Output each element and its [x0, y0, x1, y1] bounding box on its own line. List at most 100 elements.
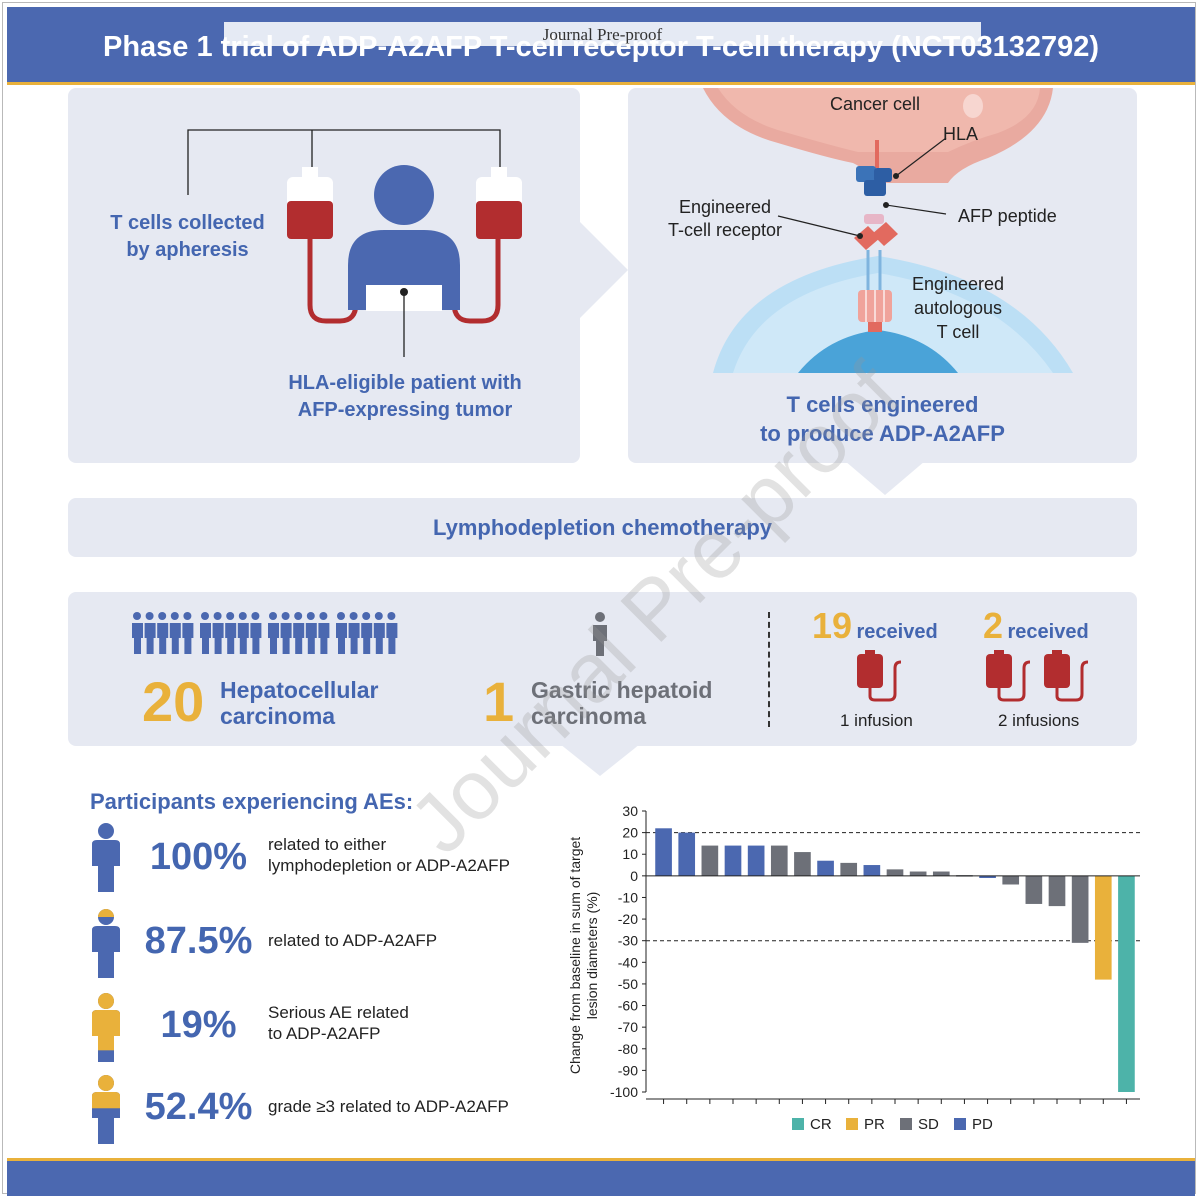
person-icon [237, 612, 249, 654]
two-infusion-label: 2 infusions [998, 711, 1080, 730]
chart-bar [886, 869, 904, 876]
chart-bar [1118, 875, 1135, 1092]
y-tick-label: -10 [618, 889, 638, 905]
y-tick-label: -60 [618, 998, 638, 1014]
person-icon [144, 612, 156, 654]
apheresis-illustration [187, 129, 522, 357]
journal-preproof-banner: Journal Pre-proof [224, 22, 981, 46]
tcr-label-line1: Engineered [678, 197, 772, 217]
ghc-label-line1: Gastric hepatoid [531, 677, 713, 703]
lymphodepletion-bar: Lymphodepletion chemotherapy [68, 498, 1137, 557]
person-fill-icon [92, 1075, 120, 1144]
ae-row: 19% Serious AE related to ADP-A2AFP [88, 992, 548, 1066]
person-icon [182, 612, 194, 654]
chart-bar [909, 871, 927, 876]
y-tick-label: 30 [622, 803, 638, 819]
y-tick-label: 0 [630, 868, 638, 884]
tcr-label: Engineered T-cell receptor [645, 196, 805, 242]
ae-percent: 100% [149, 836, 248, 878]
engineering-caption-line1: T cells engineered [786, 392, 979, 417]
ae-percent: 52.4% [144, 1086, 253, 1128]
patient-label-line1: HLA-eligible patient with [288, 372, 522, 394]
person-icon [250, 612, 262, 654]
ae-description-line1: grade ≥3 related to ADP-A2AFP [268, 1097, 509, 1116]
ghc-person-icon [593, 612, 607, 656]
chart-bar [747, 845, 765, 876]
person-icon [373, 612, 385, 654]
y-tick-label: -70 [618, 1019, 638, 1035]
title-bar: Phase 1 trial of ADP-A2AFP T-cell recept… [7, 7, 1195, 85]
panel-arrow-down-1 [845, 461, 925, 495]
chart-bar [979, 875, 996, 879]
engineering-caption-line2: to produce ADP-A2AFP [760, 421, 1005, 446]
legend-swatch [954, 1118, 966, 1130]
person-icon [200, 612, 211, 654]
bottom-bar [7, 1158, 1195, 1196]
hcc-label-line2: carcinoma [220, 703, 336, 729]
one-infusion-header: 19 received [812, 605, 938, 647]
person-icon [157, 612, 169, 654]
patient-label-line2: AFP-expressing tumor [297, 399, 513, 421]
hcc-label-line1: Hepatocellular [220, 677, 379, 703]
person-icon [348, 612, 360, 654]
chart-bar [1071, 875, 1089, 943]
two-infusion-bag-icon-1 [986, 650, 1031, 702]
engineered-tcell-label: Engineered autologous T cell [893, 272, 1023, 344]
two-infusion-count: 2 [983, 605, 1004, 646]
chart-bar [817, 860, 834, 876]
ae-description: grade ≥3 related to ADP-A2AFP [268, 1096, 509, 1117]
legend-label: SD [918, 1116, 939, 1133]
person-icon [132, 612, 143, 654]
person-icon [212, 612, 224, 654]
one-infusion-count: 19 [812, 605, 853, 646]
person-icon [293, 612, 305, 654]
hcc-people-icons [132, 612, 398, 654]
ae-row: 100% related to either lymphodepletion o… [88, 822, 548, 896]
person-icon [268, 612, 279, 654]
person-fill-icon [92, 909, 120, 978]
tcells-label-line2: by apheresis [126, 239, 249, 261]
panel-arrow-right [578, 220, 628, 320]
chart-bar [770, 845, 788, 876]
two-infusion-bag-icon-2 [1044, 650, 1089, 702]
legend-swatch [846, 1118, 858, 1130]
tcell-label-line2: autologous [913, 298, 1003, 318]
person-icon [318, 612, 330, 654]
tcr-label-line2: T-cell receptor [667, 220, 783, 240]
ae-description: related to ADP-A2AFP [268, 930, 437, 951]
chart-bar [863, 865, 881, 876]
one-infusion-received: received [856, 621, 938, 643]
ae-description-line1: related to ADP-A2AFP [268, 931, 438, 950]
y-tick-label: 20 [622, 825, 638, 841]
y-tick-label: -30 [618, 933, 638, 949]
y-tick-label: -80 [618, 1041, 638, 1057]
tcell-label-line3: T cell [936, 322, 980, 342]
chart-bar [1048, 875, 1066, 907]
ae-description-line2: to ADP-A2AFP [268, 1024, 381, 1043]
hla-label: HLA [943, 124, 979, 144]
y-tick-label: -90 [618, 1062, 638, 1078]
afp-peptide-label: AFP peptide [958, 206, 1057, 226]
person-icon [280, 612, 292, 654]
tcells-label-line1: T cells collected [110, 212, 265, 234]
ae-description-line1: Serious AE related [268, 1003, 409, 1022]
person-fill-icon [92, 993, 120, 1062]
hcc-count: 20 [142, 670, 205, 733]
patient-label: HLA-eligible patient with AFP-expressing… [240, 370, 570, 424]
legend-swatch [792, 1118, 804, 1130]
engineering-caption: T cells engineered to produce ADP-A2AFP [700, 390, 1065, 448]
person-fill-icon [92, 823, 120, 892]
chart-bar [932, 871, 950, 876]
ae-percent: 19% [160, 1004, 237, 1046]
cancer-cell-label: Cancer cell [830, 94, 921, 114]
chart-bar [1094, 875, 1112, 980]
chart-bar [724, 845, 742, 876]
hcc-label: Hepatocellular carcinoma [220, 677, 379, 729]
legend-swatch [900, 1118, 912, 1130]
two-infusion-header: 2 received [983, 605, 1089, 647]
legend-label: PD [972, 1116, 993, 1133]
panel-arrow-down-2 [560, 744, 640, 776]
person-icon [169, 612, 181, 654]
ghc-count: 1 [483, 670, 515, 733]
person-icon [336, 612, 347, 654]
